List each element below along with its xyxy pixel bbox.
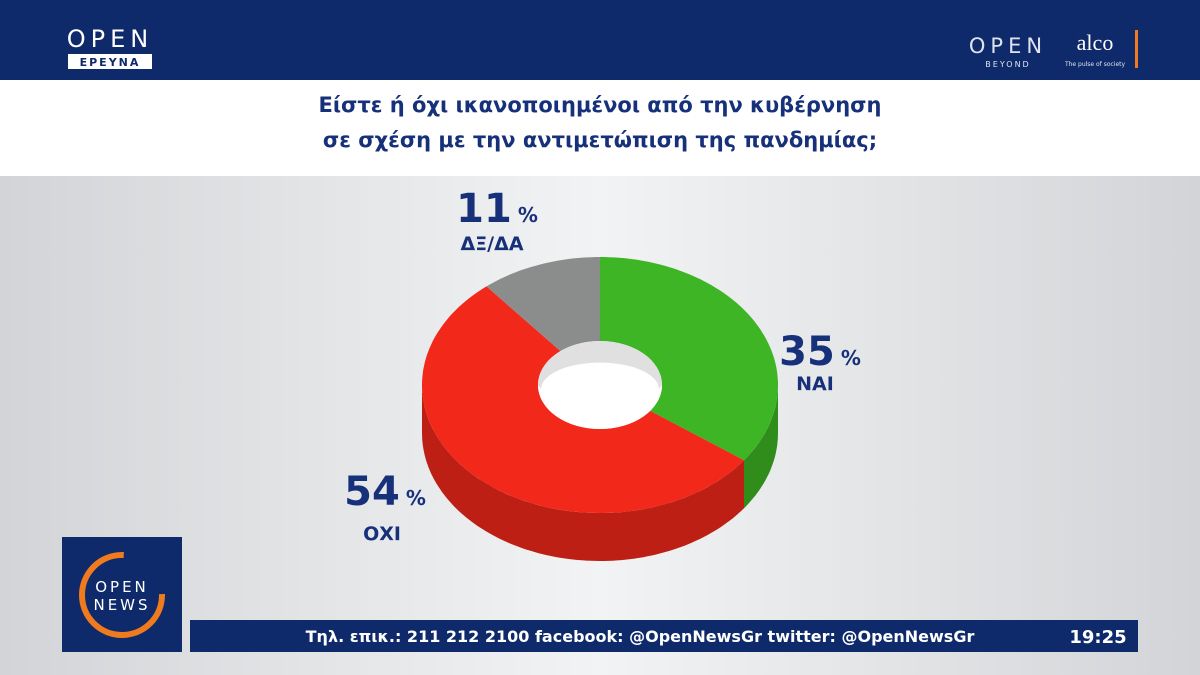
slice-wall <box>744 385 778 509</box>
title-band <box>0 80 1200 176</box>
slice-wall <box>422 385 744 561</box>
category-label: ΟΧΙ <box>363 523 401 545</box>
partner-logo: OPEN <box>969 34 1047 58</box>
value-number: 11 <box>456 186 512 232</box>
value-label: 11% <box>456 186 538 232</box>
category-label: ΔΞ/ΔΑ <box>460 233 523 255</box>
slice <box>600 257 778 461</box>
ticker-bar <box>190 620 1138 652</box>
divider <box>1135 30 1138 68</box>
partner-logo: alco <box>1077 30 1114 55</box>
value-unit: % <box>518 203 538 227</box>
top-bar <box>0 0 1200 80</box>
donut-hole <box>538 341 662 429</box>
chart-title: Είστε ή όχι ικανοποιημένοι από την κυβέρ… <box>319 93 882 117</box>
partner-sub: The pulse of society <box>1064 61 1126 68</box>
donut-hole-rim <box>538 341 662 389</box>
value-unit: % <box>406 486 426 510</box>
partner-sub: BEYOND <box>985 60 1030 69</box>
value-number: 54 <box>344 469 400 515</box>
value-label: 35% <box>779 329 861 375</box>
chart-title: σε σχέση με την αντιμετώπιση της πανδημί… <box>323 128 877 152</box>
clock: 19:25 <box>1069 627 1126 648</box>
category-label: ΝΑΙ <box>796 373 834 395</box>
value-number: 35 <box>779 329 835 375</box>
brand: OPEN <box>67 25 153 53</box>
brand-sub: ΕΡΕΥΝΑ <box>80 56 141 69</box>
value-label: 54% <box>344 469 426 515</box>
value-unit: % <box>841 346 861 370</box>
logo-text: NEWS <box>93 596 150 614</box>
logo-text: OPEN <box>95 578 149 596</box>
ticker-text: Τηλ. επικ.: 211 212 2100 facebook: @Open… <box>306 627 975 646</box>
slice <box>486 257 600 352</box>
slice <box>422 286 744 513</box>
brand-sub-box <box>68 54 152 69</box>
logo-ring <box>79 552 165 638</box>
